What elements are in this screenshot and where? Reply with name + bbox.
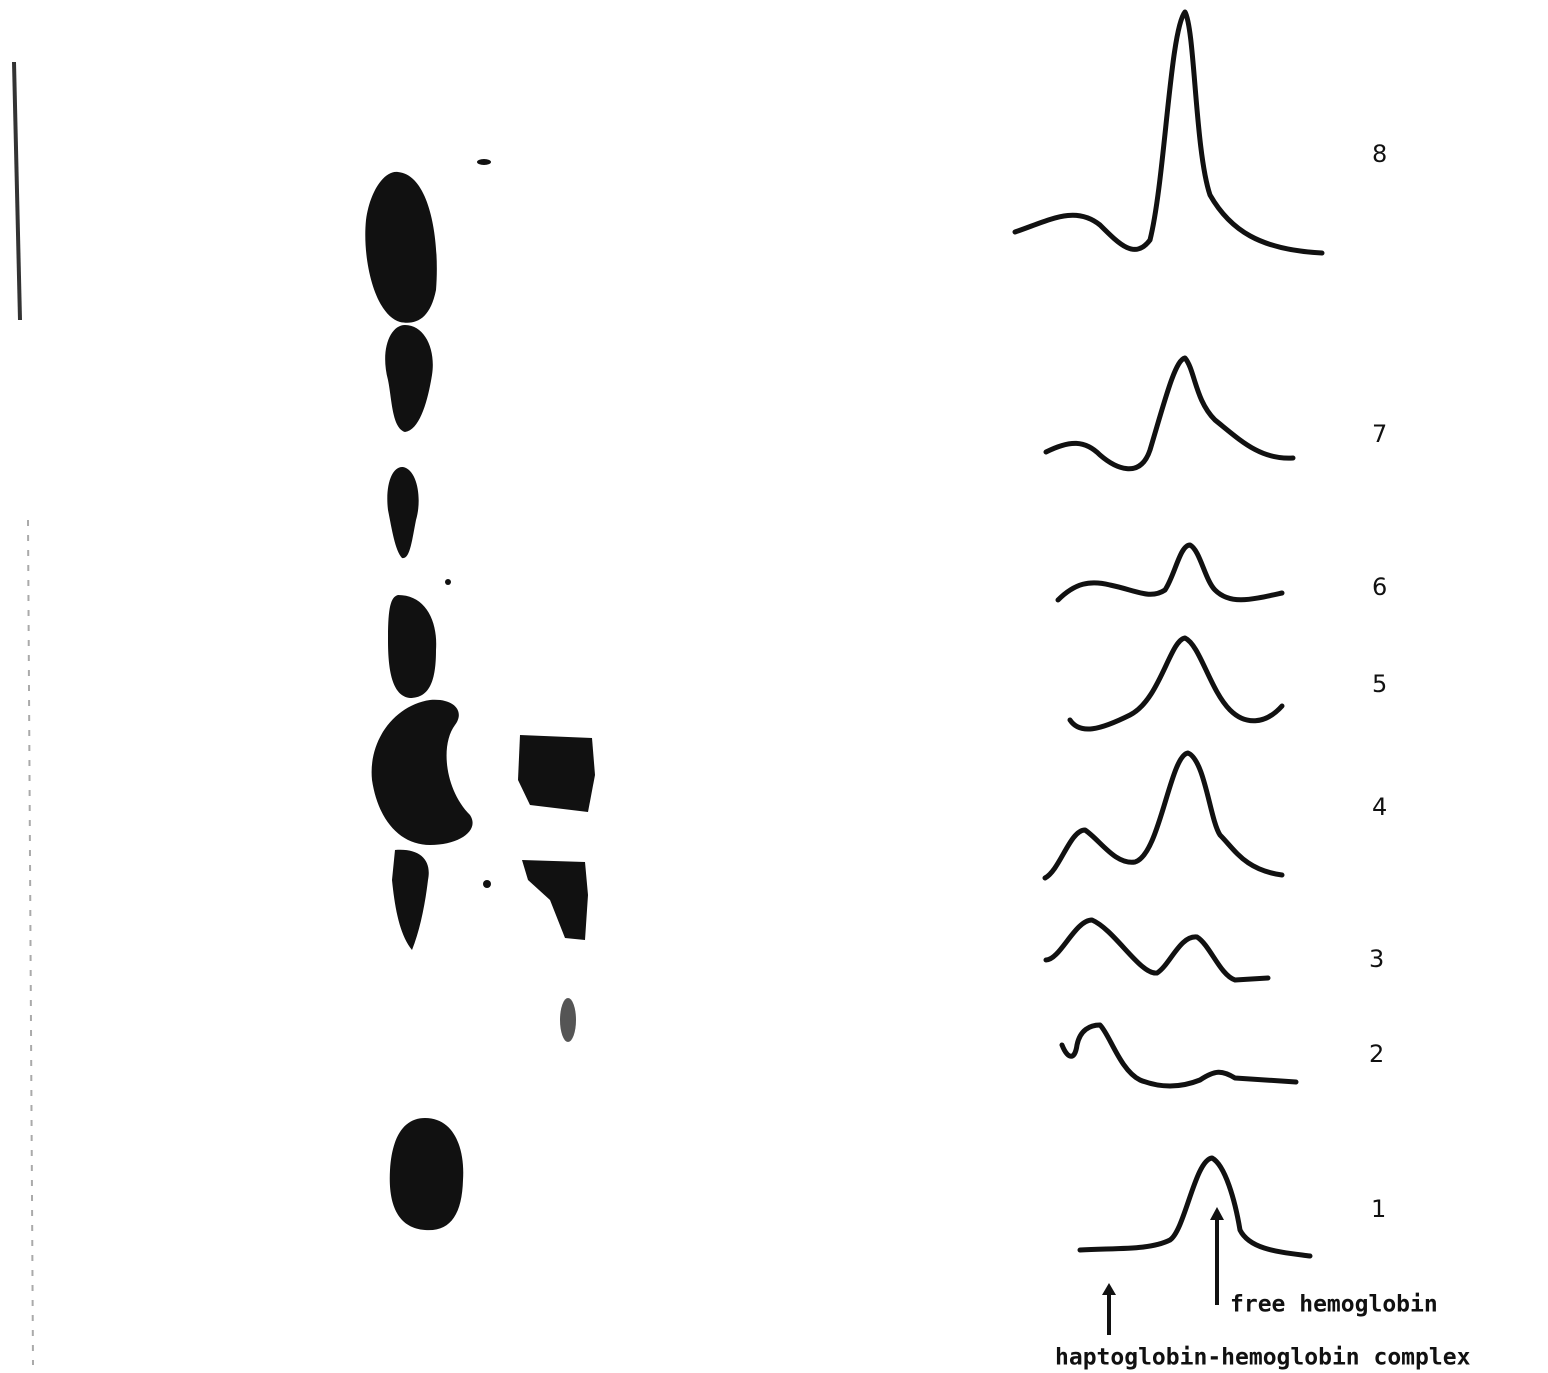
spot [388, 595, 437, 698]
spot [365, 171, 437, 323]
annotation: haptoglobin-hemoglobin complex [1055, 1345, 1471, 1371]
trace-label: 2 [1369, 1040, 1384, 1068]
trace [1067, 635, 1285, 732]
trace-label: 4 [1372, 793, 1387, 821]
trace [1042, 750, 1285, 881]
gel-strip [12, 61, 595, 1366]
spot [385, 325, 433, 432]
trace-label: 7 [1372, 420, 1387, 448]
spot [518, 735, 595, 812]
annotation: free hemoglobin [1230, 1292, 1438, 1318]
trace-label: 6 [1372, 573, 1387, 601]
arrow-head [1210, 1207, 1224, 1220]
spot [392, 849, 429, 950]
trace [1077, 1155, 1313, 1259]
spot [522, 860, 588, 940]
trace-label: 5 [1372, 670, 1387, 698]
spot [445, 579, 451, 585]
trace [1043, 917, 1271, 983]
spot [387, 466, 419, 559]
arrow-head [1102, 1283, 1116, 1295]
trace-label: 3 [1369, 945, 1384, 973]
edge-line [27, 519, 34, 1366]
trace-label: 1 [1371, 1195, 1386, 1223]
trace [1043, 355, 1296, 472]
spot [483, 880, 491, 888]
trace [1055, 542, 1285, 603]
spot [477, 159, 491, 165]
trace [1012, 9, 1325, 256]
spot [371, 699, 473, 845]
traces [1012, 9, 1325, 1259]
spot [560, 998, 576, 1042]
arrows [1102, 1207, 1224, 1335]
trace-label: 8 [1372, 140, 1387, 168]
spot [389, 1118, 464, 1231]
trace-labels: 8 7 6 5 4 3 2 1 [1369, 140, 1387, 1223]
trace [1059, 1022, 1299, 1089]
edge-line [12, 61, 22, 321]
